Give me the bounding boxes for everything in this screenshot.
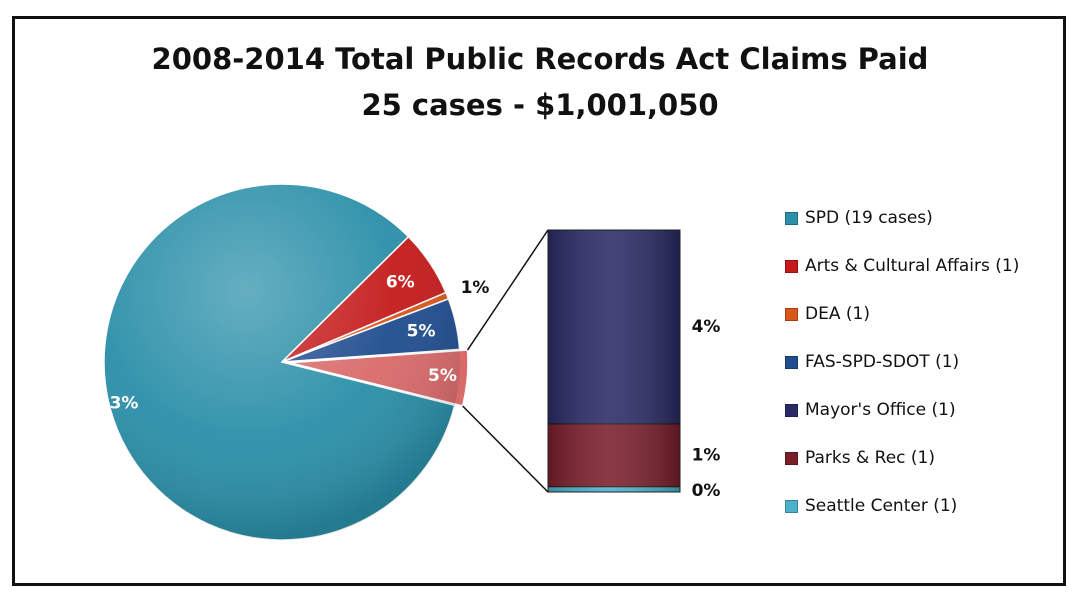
bar-outline xyxy=(547,229,681,493)
legend-swatch xyxy=(785,211,798,225)
other-slice-label: 5% xyxy=(428,366,457,386)
legend-label: SPD (19 cases) xyxy=(805,208,933,228)
legend-label: FAS-SPD-SDOT (1) xyxy=(805,352,960,372)
legend-item-seattle-center-1: Seattle Center (1) xyxy=(785,494,957,518)
legend-swatch xyxy=(785,403,798,417)
chart-title: 2008-2014 Total Public Records Act Claim… xyxy=(151,42,929,76)
bar-label-seattle-center-1: 0% xyxy=(692,481,721,501)
legend-label: Mayor's Office (1) xyxy=(805,400,956,420)
legend-item-dea-1: DEA (1) xyxy=(785,302,870,326)
connector-line-bottom xyxy=(462,405,549,493)
pie-label-fas-spd-sdot-1: 5% xyxy=(407,321,436,341)
legend-item-fas-spd-sdot-1: FAS-SPD-SDOT (1) xyxy=(785,350,959,374)
connector-line-top xyxy=(466,229,549,351)
legend-item-mayor-s-office-1: Mayor's Office (1) xyxy=(785,398,956,422)
legend-item-spd-19-cases: SPD (19 cases) xyxy=(785,206,933,230)
legend-swatch xyxy=(785,307,798,321)
legend-item-parks-rec-1: Parks & Rec (1) xyxy=(785,446,935,470)
pie-label-arts-cultural-affairs-1: 6% xyxy=(386,273,415,293)
legend-label: Parks & Rec (1) xyxy=(805,448,935,468)
pie-label-spd-19-cases: 83% xyxy=(98,394,139,414)
bar-label-parks-rec-1: 1% xyxy=(692,445,721,465)
chart-subtitle: 25 cases - $1,001,050 xyxy=(361,88,719,122)
legend-swatch xyxy=(785,355,798,369)
legend-swatch xyxy=(785,451,798,465)
legend-label: DEA (1) xyxy=(805,304,870,324)
pie-label-dea-1: 1% xyxy=(461,278,490,298)
legend-item-arts-cultural-affairs-1: Arts & Cultural Affairs (1) xyxy=(785,254,1019,278)
legend-label: Arts & Cultural Affairs (1) xyxy=(805,256,1020,276)
bar-label-mayor-s-office-1: 4% xyxy=(692,317,721,337)
legend-label: Seattle Center (1) xyxy=(805,496,958,516)
legend-swatch xyxy=(785,259,798,273)
legend-swatch xyxy=(785,499,798,513)
